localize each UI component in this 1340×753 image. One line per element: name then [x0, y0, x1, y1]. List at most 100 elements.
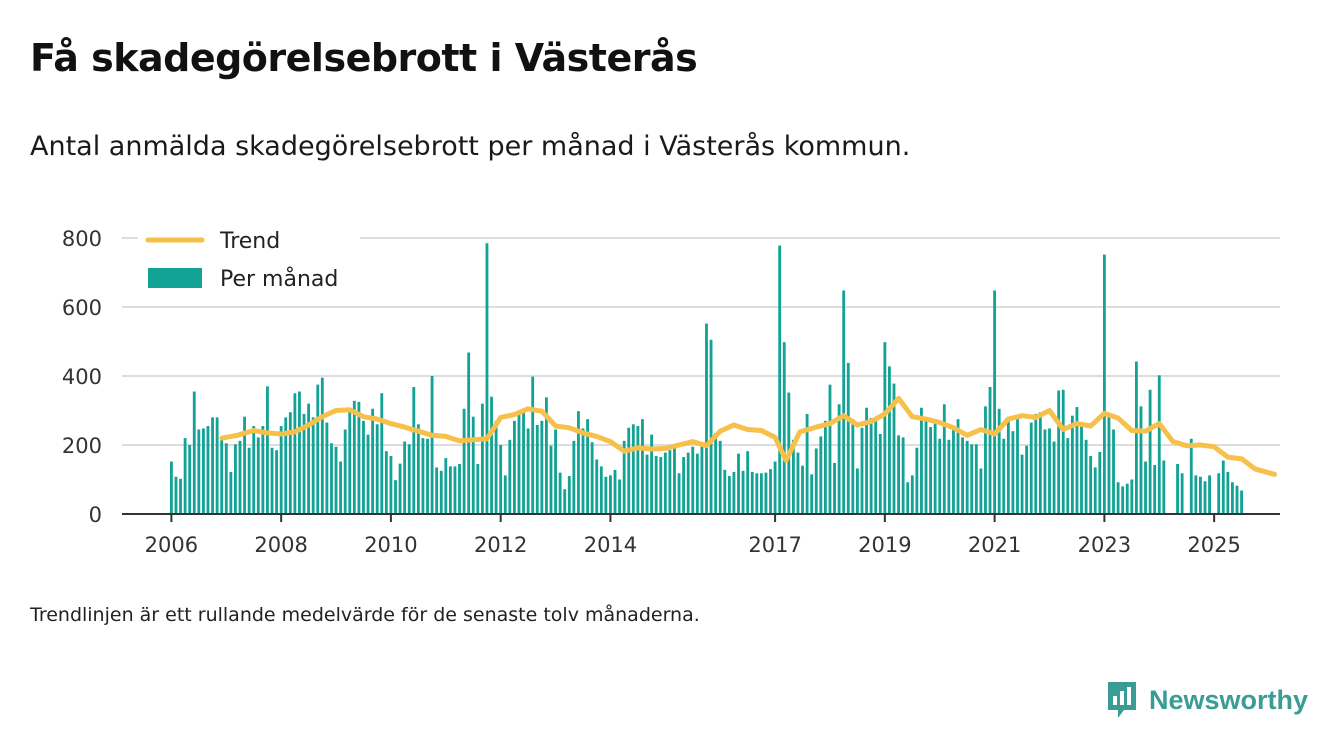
monthly-bar: [727, 476, 731, 514]
trend-line-group: [219, 395, 1277, 477]
monthly-bar: [407, 444, 411, 514]
monthly-bar: [183, 438, 187, 514]
monthly-bar: [970, 444, 974, 514]
monthly-bar: [1199, 476, 1202, 514]
monthly-bar: [645, 454, 649, 514]
monthly-bar: [284, 417, 288, 514]
monthly-bar: [814, 448, 818, 514]
monthly-bar: [1240, 490, 1244, 514]
y-tick-label: 0: [89, 503, 102, 527]
monthly-bar: [1020, 454, 1024, 514]
monthly-bar: [618, 479, 622, 514]
monthly-bar: [275, 450, 279, 514]
monthly-bar: [1006, 416, 1010, 514]
monthly-bar: [732, 471, 736, 514]
monthly-bar: [755, 473, 759, 514]
monthly-bar: [206, 426, 210, 514]
x-axis: 2006 2008 2010 2012 2014 2017 2019 2021 2023 2025: [122, 513, 1280, 557]
monthly-bar: [545, 397, 548, 514]
monthly-bar: [947, 439, 951, 514]
monthly-bar: [997, 408, 1001, 514]
monthly-bar: [604, 476, 608, 514]
monthly-bar: [842, 290, 846, 514]
monthly-bar: [855, 468, 859, 514]
monthly-bar: [595, 459, 599, 514]
monthly-bar: [453, 466, 457, 514]
monthly-bar: [929, 427, 933, 514]
monthly-bar: [805, 413, 809, 514]
brand-name: Newsworthy: [1148, 684, 1308, 715]
monthly-bar: [444, 458, 448, 514]
monthly-bar: [1217, 473, 1221, 514]
monthly-bar: [892, 383, 896, 514]
monthly-bar: [627, 427, 631, 514]
monthly-bar: [325, 422, 329, 514]
monthly-bar: [828, 384, 832, 515]
monthly-bar: [467, 352, 471, 514]
monthly-bar: [778, 245, 782, 514]
monthly-bar: [458, 463, 461, 514]
monthly-bar: [723, 469, 727, 514]
monthly-bar: [682, 457, 686, 514]
monthly-bar: [1130, 479, 1134, 514]
chart-subtitle: Antal anmälda skadegörelsebrott per måna…: [30, 131, 911, 162]
monthly-bar: [709, 339, 713, 514]
monthly-bar: [1162, 460, 1166, 514]
monthly-bar: [910, 475, 914, 514]
monthly-bar: [197, 429, 201, 514]
monthly-bar: [1157, 375, 1161, 514]
monthly-bar: [357, 401, 361, 515]
monthly-bar: [270, 447, 274, 514]
brand-logo: Newsworthy: [1105, 680, 1308, 720]
monthly-bar: [526, 428, 530, 514]
monthly-bar: [663, 452, 667, 514]
monthly-bar: [1194, 475, 1198, 514]
monthly-bar: [705, 323, 708, 514]
monthly-bar: [348, 410, 352, 514]
monthly-bar: [1080, 423, 1083, 514]
monthly-bar: [567, 476, 571, 514]
newsworthy-logo-icon: [1107, 682, 1136, 718]
monthly-bar: [448, 466, 452, 514]
monthly-bar: [375, 424, 379, 514]
monthly-bar: [984, 406, 987, 514]
monthly-bar: [311, 417, 315, 514]
monthly-bar: [476, 463, 480, 514]
monthly-bar: [201, 428, 205, 514]
legend-bar-swatch: [148, 268, 202, 288]
x-tick-label: 2017: [748, 533, 801, 557]
monthly-bar: [741, 470, 745, 515]
monthly-bar: [1098, 451, 1102, 514]
monthly-bar: [1052, 441, 1056, 514]
monthly-bar: [403, 441, 407, 514]
monthly-bar: [1102, 254, 1106, 514]
x-tick-label: 2014: [584, 533, 637, 557]
monthly-bar: [169, 461, 173, 514]
monthly-bar: [339, 461, 343, 514]
monthly-bar: [416, 424, 420, 514]
monthly-bar: [1208, 475, 1211, 514]
monthly-bar: [869, 418, 873, 514]
monthly-bar: [865, 407, 868, 514]
monthly-bar: [1112, 429, 1115, 514]
trend-line: [219, 395, 1277, 477]
monthly-bar: [1144, 461, 1147, 514]
x-tick-label: 2006: [145, 533, 198, 557]
monthly-bar: [622, 440, 626, 514]
monthly-bar: [650, 434, 654, 514]
monthly-bar: [979, 468, 983, 514]
monthly-bar: [1116, 482, 1120, 514]
monthly-bar: [366, 434, 370, 514]
monthly-bar: [1203, 481, 1207, 514]
monthly-bar: [974, 444, 978, 514]
monthly-bar: [343, 429, 347, 514]
monthly-bar: [430, 376, 434, 514]
x-tick-label: 2021: [968, 533, 1021, 557]
monthly-bar: [439, 470, 443, 515]
monthly-bar: [613, 469, 617, 514]
monthly-bar: [924, 417, 928, 514]
monthly-bar: [796, 452, 800, 514]
monthly-bar: [371, 408, 375, 514]
monthly-bar: [522, 410, 525, 514]
monthly-bar: [773, 461, 777, 514]
